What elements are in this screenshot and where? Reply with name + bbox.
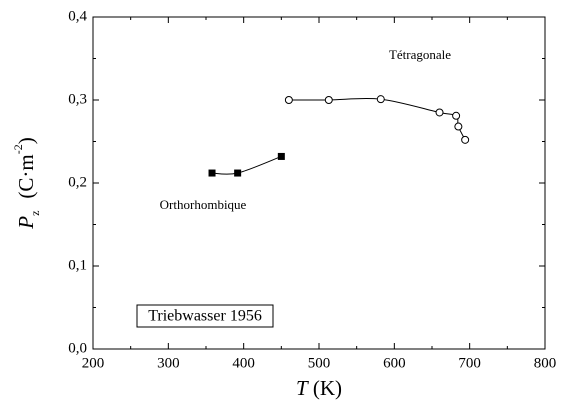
x-tick-label: 600 <box>383 355 406 371</box>
svg-text:Pz(C·m-2): Pz (C·m-2) <box>11 137 42 229</box>
x-tick-label: 500 <box>308 355 331 371</box>
series-line <box>212 155 282 175</box>
x-tick-label: 800 <box>534 355 557 371</box>
plot-frame <box>92 16 546 350</box>
marker <box>435 108 444 117</box>
marker <box>324 96 333 104</box>
y-symbol: P <box>14 216 38 230</box>
y-unit-exponent: -2 <box>11 144 25 154</box>
marker <box>376 95 385 104</box>
annotation: Tétragonale <box>389 47 451 62</box>
x-unit: (K) <box>313 376 342 400</box>
y-subscript: z <box>28 211 42 216</box>
y-axis-label: Pz (C·m-2) <box>11 137 42 229</box>
marker <box>277 152 285 160</box>
x-symbol: T <box>296 376 309 400</box>
legend-box-text: Triebwasser 1956 <box>148 308 262 325</box>
x-tick-label: 400 <box>232 355 255 371</box>
y-tick-label: 0,3 <box>68 91 87 107</box>
legend-box <box>136 304 274 328</box>
marker <box>284 96 293 104</box>
x-tick-label: 200 <box>82 355 105 371</box>
y-tick-label: 0,1 <box>68 257 87 273</box>
y-tick-label: 0,0 <box>68 340 87 356</box>
series-line <box>288 97 466 141</box>
y-tick-label: 0,2 <box>68 174 87 190</box>
y-unit: (C·m <box>14 154 38 198</box>
marker <box>208 169 216 177</box>
marker <box>234 169 242 177</box>
marker <box>452 111 461 120</box>
marker <box>461 135 470 144</box>
y-tick-label: 0,4 <box>68 8 87 24</box>
annotation: Orthorhombique <box>160 197 247 212</box>
x-axis-label: T (K) <box>296 376 342 400</box>
marker <box>454 122 463 131</box>
x-tick-label: 300 <box>157 355 180 371</box>
y-unit-close: ) <box>14 137 38 144</box>
x-tick-label: 700 <box>458 355 481 371</box>
